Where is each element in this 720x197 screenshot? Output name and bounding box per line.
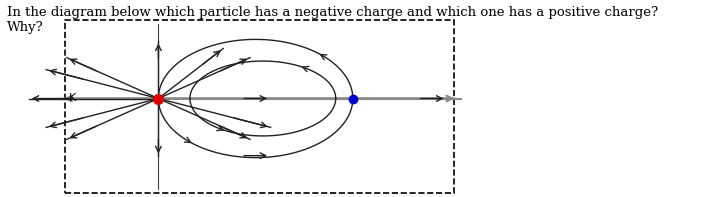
- Text: In the diagram below which particle has a negative charge and which one has a po: In the diagram below which particle has …: [7, 6, 658, 34]
- Text: K: K: [68, 93, 76, 102]
- Bar: [65, 20, 454, 193]
